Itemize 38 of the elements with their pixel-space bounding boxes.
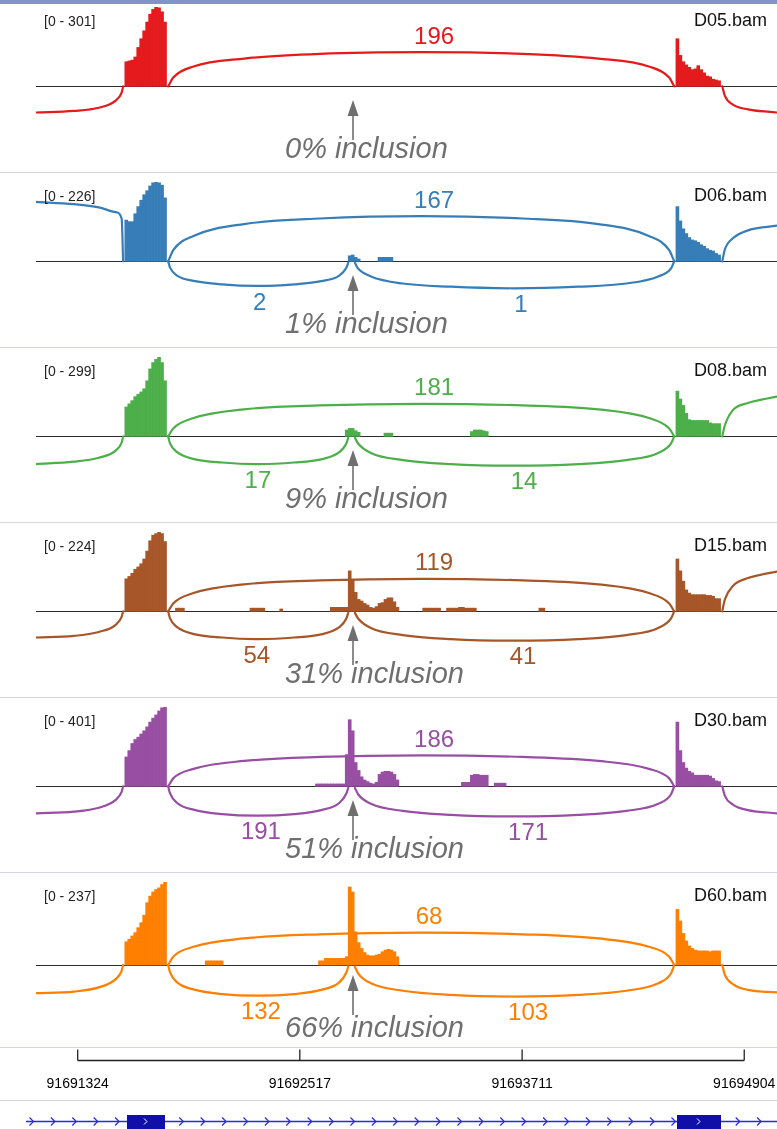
x-tick-label: 91693711 bbox=[491, 1075, 553, 1092]
annotation: [0 - 224] bbox=[44, 537, 96, 554]
annotation: 54 bbox=[243, 640, 271, 668]
annotation: [0 - 301] bbox=[44, 12, 96, 29]
annotation: 181 bbox=[414, 373, 455, 401]
annotation: 132 bbox=[240, 997, 281, 1025]
annotation: 119 bbox=[414, 548, 454, 576]
annotation: 196 bbox=[414, 21, 455, 49]
x-tick-label: 91694904 bbox=[713, 1075, 776, 1092]
annotation: [0 - 237] bbox=[44, 887, 96, 904]
annotation: 186 bbox=[414, 725, 455, 753]
annotation: 103 bbox=[508, 998, 549, 1026]
annotation: 1 bbox=[514, 289, 528, 317]
x-tick-label: 91691324 bbox=[46, 1075, 110, 1092]
text: 51% inclusion bbox=[285, 832, 464, 865]
chart-title: D05.bam bbox=[693, 9, 767, 30]
text: 0% inclusion bbox=[285, 132, 448, 165]
text: 31% inclusion bbox=[285, 657, 464, 690]
chart-title: D60.bam bbox=[693, 884, 767, 905]
chart-title: D08.bam bbox=[693, 359, 767, 380]
annotation: 167 bbox=[414, 185, 455, 213]
annotation: 17 bbox=[244, 465, 272, 493]
annotation: [0 - 299] bbox=[44, 362, 96, 379]
text: 66% inclusion bbox=[285, 1011, 464, 1044]
chart-title: D15.bam bbox=[693, 534, 767, 555]
annotation: 68 bbox=[415, 902, 443, 930]
text: 9% inclusion bbox=[285, 482, 448, 515]
annotation: [0 - 226] bbox=[44, 187, 96, 204]
annotation: 191 bbox=[240, 817, 281, 845]
annotation: 41 bbox=[509, 642, 537, 670]
annotation: [0 - 401] bbox=[44, 712, 96, 729]
annotation: 171 bbox=[508, 818, 549, 846]
x-tick-label: 91692517 bbox=[268, 1075, 332, 1092]
chart-title: D06.bam bbox=[693, 184, 767, 205]
annotation: 2 bbox=[253, 287, 267, 315]
annotation: 14 bbox=[510, 467, 538, 495]
chart-title: D30.bam bbox=[693, 709, 767, 730]
text: 1% inclusion bbox=[285, 307, 448, 340]
